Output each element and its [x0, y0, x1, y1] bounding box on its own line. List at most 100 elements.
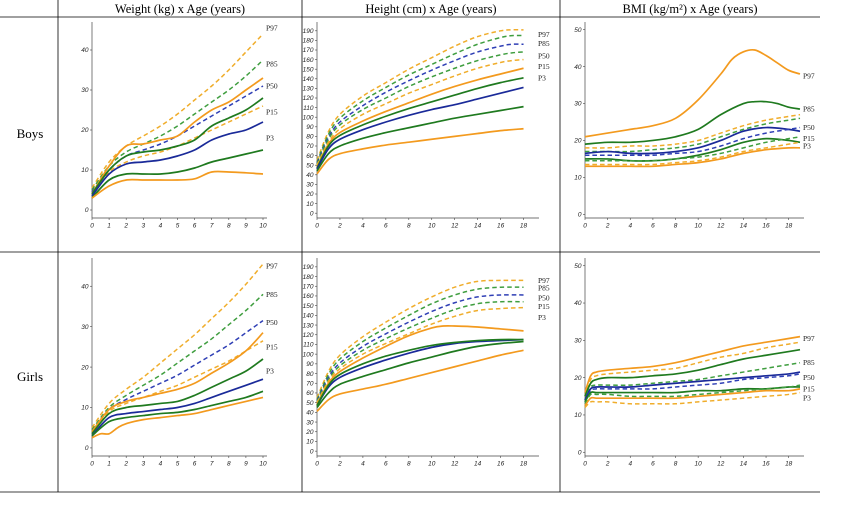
x-tick-label: 10 — [259, 461, 267, 468]
x-tick-label: 10 — [695, 223, 703, 230]
series-line-solid — [316, 338, 524, 406]
y-tick-label: 40 — [81, 47, 89, 54]
x-tick-label: 5 — [176, 223, 180, 230]
y-tick-label: 0 — [85, 207, 89, 214]
y-tick-label: 20 — [573, 138, 582, 145]
x-tick-label: 18 — [520, 461, 528, 468]
y-tick-label: 110 — [303, 342, 314, 349]
percentile-label: P3 — [803, 142, 811, 151]
percentile-label: P50 — [266, 82, 278, 91]
percentile-label: P15 — [538, 302, 550, 311]
series-line-solid — [584, 48, 801, 138]
percentile-label: P85 — [803, 105, 815, 114]
x-tick-label: 14 — [474, 223, 482, 230]
percentile-label: P15 — [266, 108, 278, 117]
series-line-solid — [584, 126, 801, 155]
series-line-solid — [91, 358, 264, 435]
percentile-label: P50 — [803, 373, 815, 382]
table-grid — [0, 0, 820, 493]
x-tick-label: 14 — [740, 223, 748, 230]
y-tick-label: 140 — [303, 76, 314, 83]
series-line-solid — [316, 67, 524, 168]
x-tick-label: 8 — [407, 461, 411, 468]
percentile-label: P50 — [266, 318, 278, 327]
x-tick-label: 2 — [123, 461, 128, 468]
series-line-dashed — [91, 293, 264, 431]
percentile-label: P15 — [803, 134, 815, 143]
percentile-label: P85 — [538, 284, 550, 293]
series-line-dashed — [316, 51, 524, 165]
y-tick-label: 100 — [303, 351, 314, 358]
y-tick-label: 180 — [303, 38, 314, 45]
series-line-dashed — [316, 279, 524, 399]
x-tick-label: 4 — [159, 223, 163, 230]
x-tick-label: 4 — [361, 461, 365, 468]
y-tick-label: 10 — [574, 412, 582, 419]
series-line-dashed — [316, 29, 524, 161]
x-tick-label: 8 — [227, 461, 231, 468]
y-tick-label: 0 — [578, 212, 582, 219]
series-line-dashed — [584, 384, 801, 405]
series-line-solid — [584, 100, 801, 145]
x-tick-label: 7 — [210, 461, 214, 468]
series-line-dashed — [91, 59, 264, 191]
x-tick-label: 2 — [337, 223, 342, 230]
percentile-label: P15 — [266, 342, 278, 351]
percentile-label: P85 — [266, 290, 278, 299]
y-tick-label: 120 — [303, 332, 314, 339]
chart-girls-height: 0102030405060708090100110120130140150160… — [303, 258, 550, 468]
y-tick-label: 70 — [306, 143, 314, 150]
x-tick-label: 12 — [717, 223, 725, 230]
x-tick-label: 14 — [474, 461, 482, 468]
y-tick-label: 60 — [306, 390, 314, 397]
y-tick-label: 80 — [306, 134, 314, 141]
series-line-dashed — [585, 117, 801, 153]
y-tick-label: 0 — [310, 210, 314, 217]
percentile-label: P85 — [803, 358, 815, 367]
series-line-dashed — [584, 361, 801, 401]
x-tick-label: 9 — [244, 223, 248, 230]
x-tick-label: 6 — [384, 461, 388, 468]
series-line-dashed — [584, 136, 801, 162]
y-tick-label: 150 — [303, 66, 314, 73]
series-line-solid — [91, 378, 264, 437]
series-line-solid — [316, 338, 524, 407]
y-tick-label: 60 — [306, 153, 314, 160]
column-title-bmi: BMI (kg/m²) x Age (years) — [623, 2, 758, 16]
series-line-dashed — [584, 373, 801, 403]
x-tick-label: 9 — [244, 461, 248, 468]
series-line-dashed — [91, 263, 264, 429]
y-tick-label: 10 — [574, 175, 582, 182]
y-tick-label: 50 — [306, 162, 314, 169]
y-tick-label: 40 — [574, 64, 582, 71]
series-line-dashed — [584, 341, 801, 397]
x-tick-label: 5 — [176, 461, 180, 468]
x-tick-label: 10 — [695, 461, 703, 468]
x-tick-label: 16 — [497, 461, 505, 468]
x-tick-label: 18 — [520, 223, 528, 230]
percentile-label: P97 — [803, 334, 815, 343]
y-tick-label: 0 — [310, 448, 314, 455]
percentile-label: P50 — [538, 293, 550, 302]
y-tick-label: 20 — [305, 191, 314, 198]
x-tick-label: 4 — [628, 461, 632, 468]
series-line-solid — [91, 170, 264, 199]
x-tick-label: 2 — [605, 223, 610, 230]
x-tick-label: 18 — [785, 223, 793, 230]
series-line-dashed — [316, 286, 524, 401]
percentile-label: P50 — [538, 51, 550, 60]
series-line-solid — [584, 388, 801, 407]
series-line-dashed — [316, 306, 524, 404]
y-tick-label: 180 — [303, 274, 314, 281]
x-tick-label: 6 — [651, 223, 655, 230]
percentile-label: P15 — [538, 62, 550, 71]
x-tick-label: 10 — [259, 223, 267, 230]
series-line-solid — [91, 396, 264, 439]
series-line-dashed — [91, 340, 264, 435]
series-line-dashed — [585, 126, 801, 157]
series-line-solid — [91, 77, 264, 195]
row-label-girls: Girls — [17, 369, 43, 384]
x-tick-label: 0 — [583, 461, 587, 468]
